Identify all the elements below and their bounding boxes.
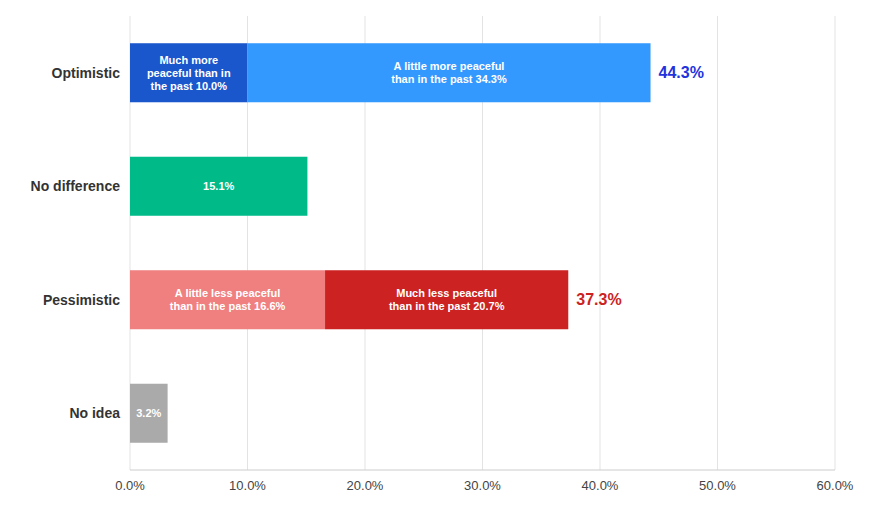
x-tick-label: 50.0% <box>699 478 736 493</box>
x-tick-label: 10.0% <box>229 478 266 493</box>
bar-segment <box>248 43 651 102</box>
x-tick-label: 0.0% <box>115 478 145 493</box>
bar-segment <box>130 270 325 329</box>
total-label: 37.3% <box>576 291 621 308</box>
grid <box>130 16 835 470</box>
bar-segment <box>130 157 307 216</box>
grid-line <box>717 16 718 470</box>
y-axis: Optimistic No difference Pessimistic No ide… <box>31 65 121 422</box>
bar-segment <box>325 270 568 329</box>
x-tick-label: 40.0% <box>582 478 619 493</box>
data-label: 15.1% <box>203 180 234 192</box>
total-label: 44.3% <box>659 64 704 81</box>
data-label: A little more peacefulthan in the past 3… <box>391 60 507 85</box>
y-tick-label: Optimistic <box>52 65 121 81</box>
x-tick-label: 60.0% <box>817 478 854 493</box>
x-axis-line <box>130 470 835 471</box>
y-tick-label: Pessimistic <box>43 292 120 308</box>
x-axis: 0.0% 10.0% 20.0% 30.0% 40.0% 50.0% 60.0% <box>115 478 854 493</box>
totals: 44.3% 37.3% <box>576 64 704 308</box>
y-tick-label: No difference <box>31 178 121 194</box>
chart: 0.0% 10.0% 20.0% 30.0% 40.0% 50.0% 60.0% Optimi… <box>0 0 869 512</box>
x-tick-label: 30.0% <box>464 478 501 493</box>
bars <box>130 43 651 443</box>
data-label: Much less peacefulthan in the past 20.7% <box>389 287 505 312</box>
data-label: Much morepeaceful than inthe past 10.0% <box>147 54 231 92</box>
grid-line <box>835 16 836 470</box>
x-tick-label: 20.0% <box>347 478 384 493</box>
data-label: A little less peacefulthan in the past 1… <box>170 287 286 312</box>
y-tick-label: No idea <box>69 405 120 421</box>
bar-segment <box>130 384 168 443</box>
data-label: 3.2% <box>136 407 161 419</box>
data-labels: Much morepeaceful than inthe past 10.0% A… <box>136 54 507 420</box>
bar-segment <box>130 43 248 102</box>
